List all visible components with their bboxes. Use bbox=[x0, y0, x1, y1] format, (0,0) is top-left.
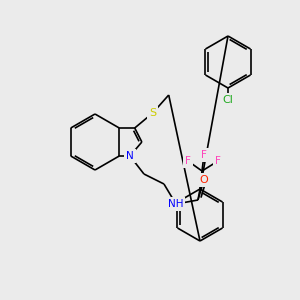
Text: NH: NH bbox=[168, 199, 184, 209]
Text: S: S bbox=[149, 108, 156, 118]
Text: F: F bbox=[185, 156, 191, 166]
Text: Cl: Cl bbox=[223, 95, 233, 105]
Text: N: N bbox=[126, 151, 134, 161]
Text: F: F bbox=[215, 156, 221, 166]
Text: F: F bbox=[201, 150, 207, 160]
Text: O: O bbox=[200, 175, 208, 185]
